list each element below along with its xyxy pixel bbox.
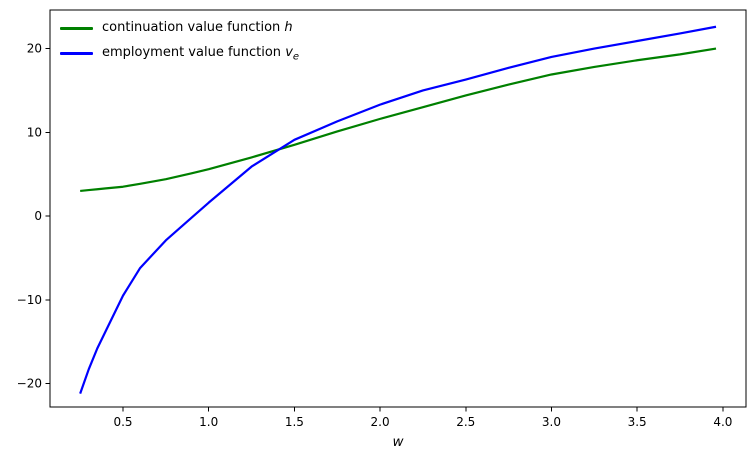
- y-tick-label: −10: [17, 293, 42, 307]
- x-tick-label: 1.0: [199, 415, 218, 429]
- y-tick-label: 20: [27, 42, 42, 56]
- legend-item-ve: employment value function ve: [60, 44, 299, 62]
- axes-spines: [49, 9, 747, 408]
- legend-line-swatch-h: [60, 26, 93, 30]
- y-tick-label: −20: [17, 377, 42, 391]
- x-tick-label: 1.5: [285, 415, 304, 429]
- legend-line-swatch-ve: [60, 51, 93, 55]
- x-tick-label: 2.5: [456, 415, 475, 429]
- y-tick-label: 10: [27, 125, 42, 139]
- x-axis-label: w: [392, 434, 404, 450]
- series-line-ve: [79, 25, 717, 394]
- y-tick-label: 0: [34, 209, 42, 223]
- x-tick-label: 3.0: [542, 415, 561, 429]
- legend: continuation value function h employment…: [60, 19, 299, 62]
- x-tick-label: 2.0: [371, 415, 390, 429]
- x-tick-label: 0.5: [113, 415, 132, 429]
- x-tick-label: 4.0: [713, 415, 732, 429]
- x-tick-label: 3.5: [628, 415, 647, 429]
- legend-label-h: continuation value function h: [102, 20, 293, 35]
- series-line-h: [80, 47, 717, 193]
- legend-label-ve: employment value function ve: [102, 45, 300, 63]
- legend-item-h: continuation value function h: [60, 19, 299, 37]
